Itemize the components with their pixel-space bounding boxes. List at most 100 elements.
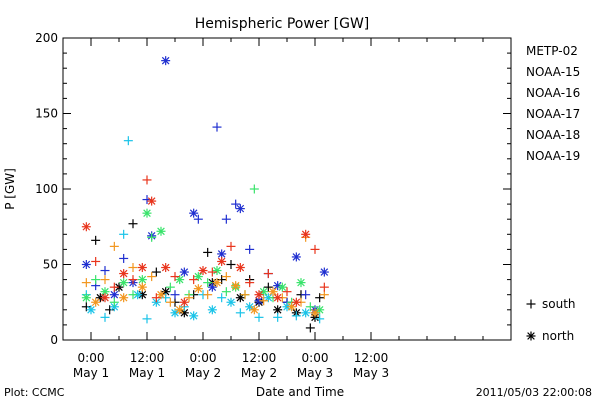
y-axis: 0 50 100 150 200 xyxy=(35,31,511,347)
south-point xyxy=(315,293,325,303)
y-tick-label: 0 xyxy=(50,333,58,347)
legend-item: NOAA-19 xyxy=(526,149,580,163)
south-point xyxy=(310,244,320,254)
south-point xyxy=(147,272,157,282)
x-tick-date: May 2 xyxy=(241,366,277,380)
south-point xyxy=(245,244,255,254)
south-point xyxy=(147,232,157,242)
south-point xyxy=(109,282,119,292)
south-point xyxy=(263,282,273,292)
x-tick-time: 12:00 xyxy=(130,351,165,365)
south-point xyxy=(203,278,213,288)
legend-item: NOAA-17 xyxy=(526,107,580,121)
north-point xyxy=(319,267,329,277)
south-point xyxy=(128,290,138,300)
south-point xyxy=(221,287,231,297)
north-point xyxy=(273,293,283,303)
north-point xyxy=(100,293,110,303)
north-point xyxy=(193,272,203,282)
south-point xyxy=(91,235,101,245)
marker-legend-label: north xyxy=(542,329,574,343)
marker-legend-label: south xyxy=(542,297,576,311)
south-point xyxy=(203,247,213,257)
south-point xyxy=(254,312,264,322)
y-tick-label: 50 xyxy=(43,258,58,272)
north-point xyxy=(198,266,208,276)
south-point xyxy=(305,323,315,333)
south-point xyxy=(119,229,129,239)
x-tick-time: 0:00 xyxy=(190,351,217,365)
north-point xyxy=(296,278,306,288)
north-point xyxy=(91,297,101,307)
north-point xyxy=(212,278,222,288)
north-point xyxy=(235,204,245,214)
south-point xyxy=(161,293,171,303)
south-point xyxy=(128,275,138,285)
y-tick-label: 150 xyxy=(35,107,58,121)
south-point xyxy=(207,267,217,277)
north-point xyxy=(268,287,278,297)
north-point xyxy=(189,311,199,321)
x-tick-date: May 3 xyxy=(297,366,333,380)
south-point xyxy=(165,282,175,292)
south-point xyxy=(128,263,138,273)
x-tick-date: May 3 xyxy=(353,366,389,380)
north-point xyxy=(109,290,119,300)
south-point xyxy=(221,214,231,224)
marker-legend: south north xyxy=(526,297,576,343)
north-point xyxy=(119,269,129,279)
south-point xyxy=(109,241,119,251)
north-point xyxy=(273,305,283,315)
north-point xyxy=(189,208,199,218)
north-point xyxy=(235,263,245,273)
y-tick-label: 100 xyxy=(35,182,58,196)
north-point xyxy=(137,263,147,273)
south-point xyxy=(259,296,269,306)
south-point xyxy=(100,266,110,276)
south-point xyxy=(81,278,91,288)
north-point xyxy=(156,290,166,300)
x-tick-date: May 2 xyxy=(185,366,221,380)
north-point xyxy=(291,297,301,307)
south-point xyxy=(226,260,236,269)
chart-title: Hemispheric Power [GW] xyxy=(195,16,370,32)
south-point xyxy=(319,290,329,300)
north-point xyxy=(301,308,311,318)
north-point xyxy=(193,284,203,294)
legend: METP-02 NOAA-15 NOAA-16 NOAA-17 NOAA-18 NOAA-… xyxy=(526,44,580,163)
north-point xyxy=(179,297,189,307)
plot-source: Plot: CCMC xyxy=(4,386,65,399)
south-point xyxy=(282,287,292,297)
south-point xyxy=(212,122,222,132)
south-point xyxy=(319,282,329,292)
north-point xyxy=(156,226,166,236)
north-point xyxy=(179,267,189,277)
south-point xyxy=(170,272,180,282)
north-point xyxy=(277,282,287,292)
north-point xyxy=(109,302,119,312)
south-point xyxy=(221,272,231,282)
north-point xyxy=(175,305,185,315)
north-point xyxy=(170,308,180,318)
south-point xyxy=(119,253,129,263)
south-point xyxy=(128,219,138,229)
south-point xyxy=(240,290,250,300)
south-point xyxy=(170,290,180,300)
x-tick-time: 12:00 xyxy=(242,351,277,365)
x-tick-time: 0:00 xyxy=(302,351,329,365)
north-point xyxy=(235,293,245,303)
south-point xyxy=(142,314,152,324)
south-point xyxy=(91,275,101,285)
south-point xyxy=(184,293,194,303)
south-point xyxy=(193,214,203,224)
north-point xyxy=(245,302,255,312)
south-point xyxy=(526,299,536,309)
south-point xyxy=(226,241,236,251)
north-point xyxy=(249,305,259,315)
north-point xyxy=(212,266,222,276)
x-tick-time: 0:00 xyxy=(78,351,105,365)
south-point xyxy=(100,312,110,322)
legend-item: METP-02 xyxy=(526,44,578,58)
